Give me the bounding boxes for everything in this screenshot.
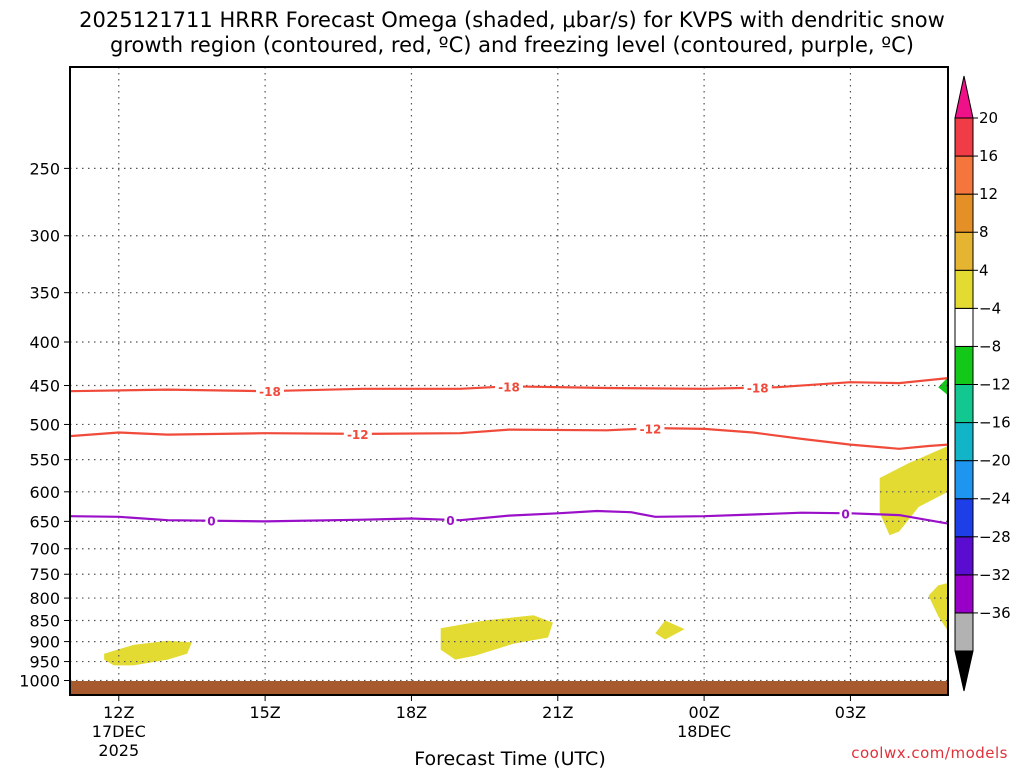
contour-label-bg <box>636 421 665 436</box>
x-tick-label-12Z: 12Z <box>103 703 134 722</box>
x-tick-label-21Z: 21Z <box>542 703 573 722</box>
y-tick-label-650: 650 <box>29 512 60 531</box>
contour-labels: -18 -18 -18 -12 -12 0 0 0 <box>205 379 852 529</box>
y-tick-label-550: 550 <box>29 451 60 470</box>
x-tick-label-03Z: 03Z <box>835 703 866 722</box>
chart-title: 2025121711 HRRR Forecast Omega (shaded, … <box>79 8 945 57</box>
y-tick-label-900: 900 <box>29 633 60 652</box>
contour-lines <box>70 377 948 525</box>
colorbar-label-10: −24 <box>979 490 1011 508</box>
shaded-region-3 <box>879 446 948 536</box>
y-tick-label-350: 350 <box>29 284 60 303</box>
colorbar-segment-2 <box>954 536 974 576</box>
y-tick-label-600: 600 <box>29 483 60 502</box>
contour-label-2-1: 0 <box>446 514 454 528</box>
shaded-region-1 <box>440 615 553 660</box>
x-year-label: 2025 <box>98 741 139 760</box>
x-tick-label-18Z: 18Z <box>396 703 427 722</box>
colorbar-segment-3 <box>954 498 974 538</box>
contour-label-bg <box>743 380 772 395</box>
terrain-band <box>70 681 948 695</box>
colorbar-label-7: −12 <box>979 376 1011 394</box>
colorbar-label-1: 16 <box>979 147 998 165</box>
contour-label-2-2: 0 <box>841 507 849 521</box>
y-tick-label-400: 400 <box>29 333 60 352</box>
y-tick-label-750: 750 <box>29 565 60 584</box>
y-tick-label-300: 300 <box>29 227 60 246</box>
colorbar-segment-8 <box>954 307 974 347</box>
y-tick-label-850: 850 <box>29 611 60 630</box>
x-tick-label-00Z: 00Z <box>688 703 719 722</box>
contour-line-2 <box>70 509 948 525</box>
colorbar-segment-9 <box>954 269 974 309</box>
contour-label-0-0: -18 <box>259 385 281 399</box>
credit-text: coolwx.com/models <box>851 744 1008 762</box>
shaded-region-0 <box>104 640 192 666</box>
contour-label-bg <box>839 506 852 521</box>
colorbar-label-8: −16 <box>979 414 1011 432</box>
colorbar-label-9: −20 <box>979 452 1011 470</box>
shaded-region-2 <box>655 620 685 640</box>
omega-shading <box>104 377 948 666</box>
colorbar: 20 16 12 8 4 −4 −8 −12 −16 −20 −24 −28 −32 −36 <box>954 75 1011 692</box>
y-tick-label-450: 450 <box>29 377 60 396</box>
contour-line-0 <box>70 377 948 393</box>
y-axis: 250 300 350 400 450 500 550 600 650 700 750 800 850 9… <box>19 159 70 691</box>
contour-label-bg <box>495 379 523 394</box>
shaded-region-4 <box>928 583 948 632</box>
y-tick-label-700: 700 <box>29 540 60 559</box>
contour-label-2-0: 0 <box>207 515 215 529</box>
colorbar-label-2: 12 <box>979 185 998 203</box>
colorbar-segment-1 <box>954 574 974 614</box>
colorbar-segment-10 <box>954 231 974 271</box>
y-tick-label-1000: 1000 <box>19 672 60 691</box>
grid-lines <box>70 67 948 695</box>
colorbar-top-arrow <box>954 75 974 119</box>
x-date-label-17DEC: 17DEC <box>92 722 146 741</box>
colorbar-label-3: 8 <box>979 223 989 241</box>
colorbar-label-6: −8 <box>979 337 1001 355</box>
colorbar-label-0: 20 <box>979 109 998 127</box>
contour-label-bg <box>205 513 218 528</box>
contour-label-0-2: -18 <box>747 382 769 396</box>
colorbar-segment-6 <box>954 384 974 424</box>
contour-label-bg <box>444 512 457 527</box>
contour-label-0-1: -18 <box>498 380 520 394</box>
plot-frame <box>69 66 949 696</box>
y-tick-label-800: 800 <box>29 589 60 608</box>
x-axis-title: Forecast Time (UTC) <box>414 748 605 768</box>
y-tick-label-250: 250 <box>29 159 60 178</box>
contour-label-1-0: -12 <box>347 428 369 442</box>
contour-line-1 <box>70 427 948 450</box>
colorbar-label-5: −4 <box>979 299 1001 317</box>
colorbar-label-13: −36 <box>979 604 1011 622</box>
contour-label-bg <box>343 426 372 441</box>
colorbar-segment-12 <box>954 155 974 195</box>
x-date-label-18DEC: 18DEC <box>677 722 731 741</box>
colorbar-segment-0 <box>954 612 974 652</box>
colorbar-segment-5 <box>954 422 974 462</box>
colorbar-segment-4 <box>954 460 974 500</box>
colorbar-label-11: −28 <box>979 528 1011 546</box>
y-tick-label-950: 950 <box>29 653 60 672</box>
shaded-region-5 <box>938 377 948 396</box>
y-tick-label-500: 500 <box>29 415 60 434</box>
contour-label-1-1: -12 <box>640 422 662 436</box>
contour-label-bg <box>255 384 284 399</box>
colorbar-segment-7 <box>954 345 974 385</box>
colorbar-label-12: −32 <box>979 566 1011 584</box>
colorbar-bottom-arrow <box>954 650 974 692</box>
colorbar-segment-13 <box>954 117 974 157</box>
colorbar-label-4: 4 <box>979 261 989 279</box>
colorbar-segment-11 <box>954 193 974 233</box>
x-tick-label-15Z: 15Z <box>249 703 280 722</box>
